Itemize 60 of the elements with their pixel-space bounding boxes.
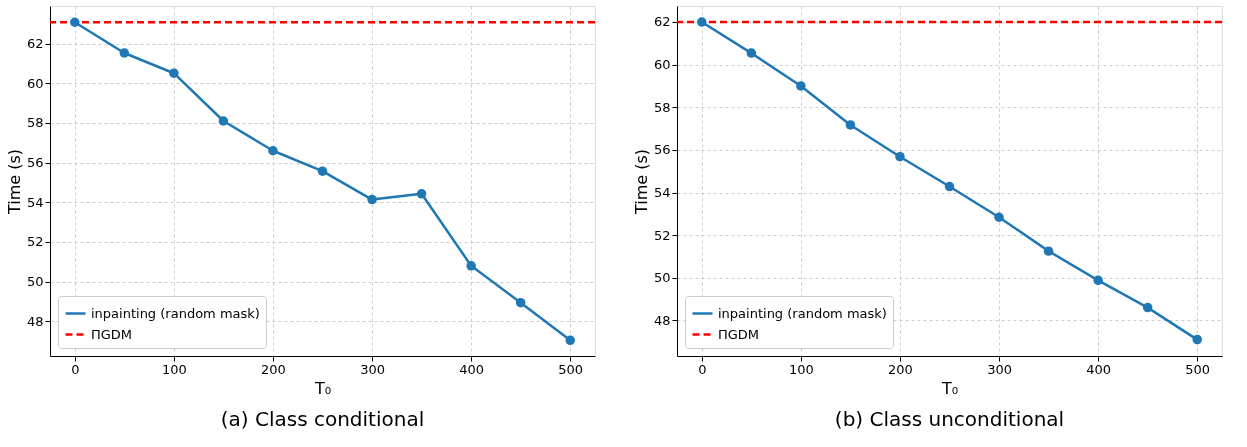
point bbox=[796, 81, 806, 91]
point bbox=[697, 17, 707, 27]
text: (a) Class conditional bbox=[220, 407, 425, 431]
point bbox=[895, 151, 905, 162]
y-tick-label: 52 bbox=[26, 234, 44, 250]
x-tick-label: 100 bbox=[788, 361, 814, 377]
x-tick-label: 0 bbox=[698, 361, 707, 377]
x-axis-title: T₀ bbox=[313, 378, 332, 398]
y-tick-label: 60 bbox=[26, 75, 44, 91]
y-tick-label: 50 bbox=[653, 270, 671, 286]
y-tick-label: 54 bbox=[26, 194, 44, 210]
y-tick-label: 50 bbox=[26, 274, 44, 290]
y-tick-label: 58 bbox=[26, 115, 44, 131]
point bbox=[1043, 246, 1054, 256]
point bbox=[1192, 334, 1202, 345]
legend-label: inpainting (random mask) bbox=[718, 305, 887, 321]
y-tick-label: 54 bbox=[653, 185, 671, 201]
point bbox=[268, 146, 278, 156]
legend-label: inpainting (random mask) bbox=[91, 305, 260, 321]
x-tick-label: 300 bbox=[360, 361, 385, 377]
legend-label: ΠGDM bbox=[718, 326, 760, 342]
y-tick-label: 60 bbox=[653, 57, 671, 73]
point bbox=[119, 48, 130, 58]
y-tick-label: 56 bbox=[653, 142, 671, 158]
x-tick-label: 400 bbox=[459, 361, 485, 377]
point bbox=[1142, 302, 1153, 313]
point bbox=[367, 194, 377, 205]
point bbox=[169, 68, 179, 78]
y-tick-label: 62 bbox=[653, 14, 671, 30]
point bbox=[994, 212, 1004, 222]
x-tick-label: 500 bbox=[558, 361, 584, 377]
y-tick-label: 56 bbox=[26, 155, 44, 171]
x-tick-label: 300 bbox=[987, 361, 1012, 377]
point bbox=[565, 335, 575, 346]
text: (b) Class unconditional bbox=[834, 407, 1065, 431]
point bbox=[317, 166, 328, 176]
y-tick-label: 52 bbox=[653, 227, 671, 243]
point bbox=[515, 297, 526, 308]
x-tick-label: 400 bbox=[1086, 361, 1112, 377]
legend-label: ΠGDM bbox=[91, 326, 133, 342]
x-tick-label: 200 bbox=[888, 361, 913, 377]
point bbox=[845, 120, 856, 130]
point bbox=[218, 116, 229, 126]
x-tick-label: 500 bbox=[1185, 361, 1211, 377]
y-tick-label: 48 bbox=[653, 312, 671, 328]
point bbox=[70, 17, 80, 27]
point bbox=[416, 189, 427, 199]
x-axis-title: T₀ bbox=[940, 378, 959, 398]
y-tick-label: 48 bbox=[26, 313, 44, 329]
y-axis-title: Time (s) bbox=[631, 148, 651, 216]
point bbox=[1093, 275, 1103, 286]
x-tick-label: 100 bbox=[161, 361, 187, 377]
y-tick-label: 62 bbox=[26, 36, 44, 52]
point bbox=[466, 261, 476, 271]
y-axis-title: Time (s) bbox=[4, 148, 24, 216]
point bbox=[746, 48, 757, 58]
point bbox=[944, 181, 955, 192]
y-tick-label: 58 bbox=[653, 99, 671, 115]
x-tick-label: 200 bbox=[261, 361, 286, 377]
x-tick-label: 0 bbox=[71, 361, 80, 377]
